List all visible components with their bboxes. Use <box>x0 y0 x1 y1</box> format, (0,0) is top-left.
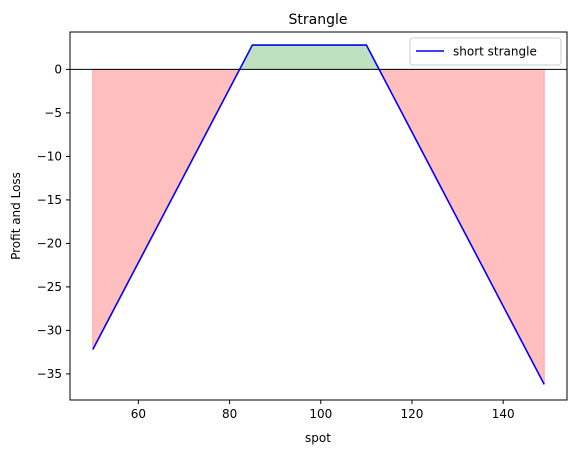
series-line-short-strangle <box>92 44 545 385</box>
y-tick-label--15: −15 <box>37 193 62 207</box>
x-tick-label-140: 140 <box>492 407 515 421</box>
y-tick-label--25: −25 <box>37 280 62 294</box>
y-tick-label-0: 0 <box>54 63 62 77</box>
legend-box <box>409 37 562 66</box>
y-tick-label--10: −10 <box>37 150 62 164</box>
y-axis-label: Profit and Loss <box>9 172 23 260</box>
x-tick-label-80: 80 <box>222 407 237 421</box>
y-tick-label--30: −30 <box>37 324 62 338</box>
y-tick-label--5: −5 <box>44 106 62 120</box>
y-axis-ticks: 0 −5 −10 −15 −20 −25 −30 −35 <box>37 63 70 381</box>
series-layer <box>92 44 545 385</box>
y-tick-label--35: −35 <box>37 367 62 381</box>
x-tick-label-100: 100 <box>309 407 332 421</box>
plot-frame <box>69 31 568 401</box>
legend-label-short-strangle: short strangle <box>453 45 537 59</box>
profit-region-1 <box>239 45 380 70</box>
x-tick-label-120: 120 <box>401 407 424 421</box>
chart-title: Strangle <box>289 12 348 28</box>
x-axis-label: spot <box>305 431 331 445</box>
y-tick-label--20: −20 <box>37 237 62 251</box>
legend: short strangle <box>409 37 562 66</box>
x-tick-label-60: 60 <box>131 407 146 421</box>
x-axis-ticks: 60 80 100 120 140 <box>131 400 515 421</box>
